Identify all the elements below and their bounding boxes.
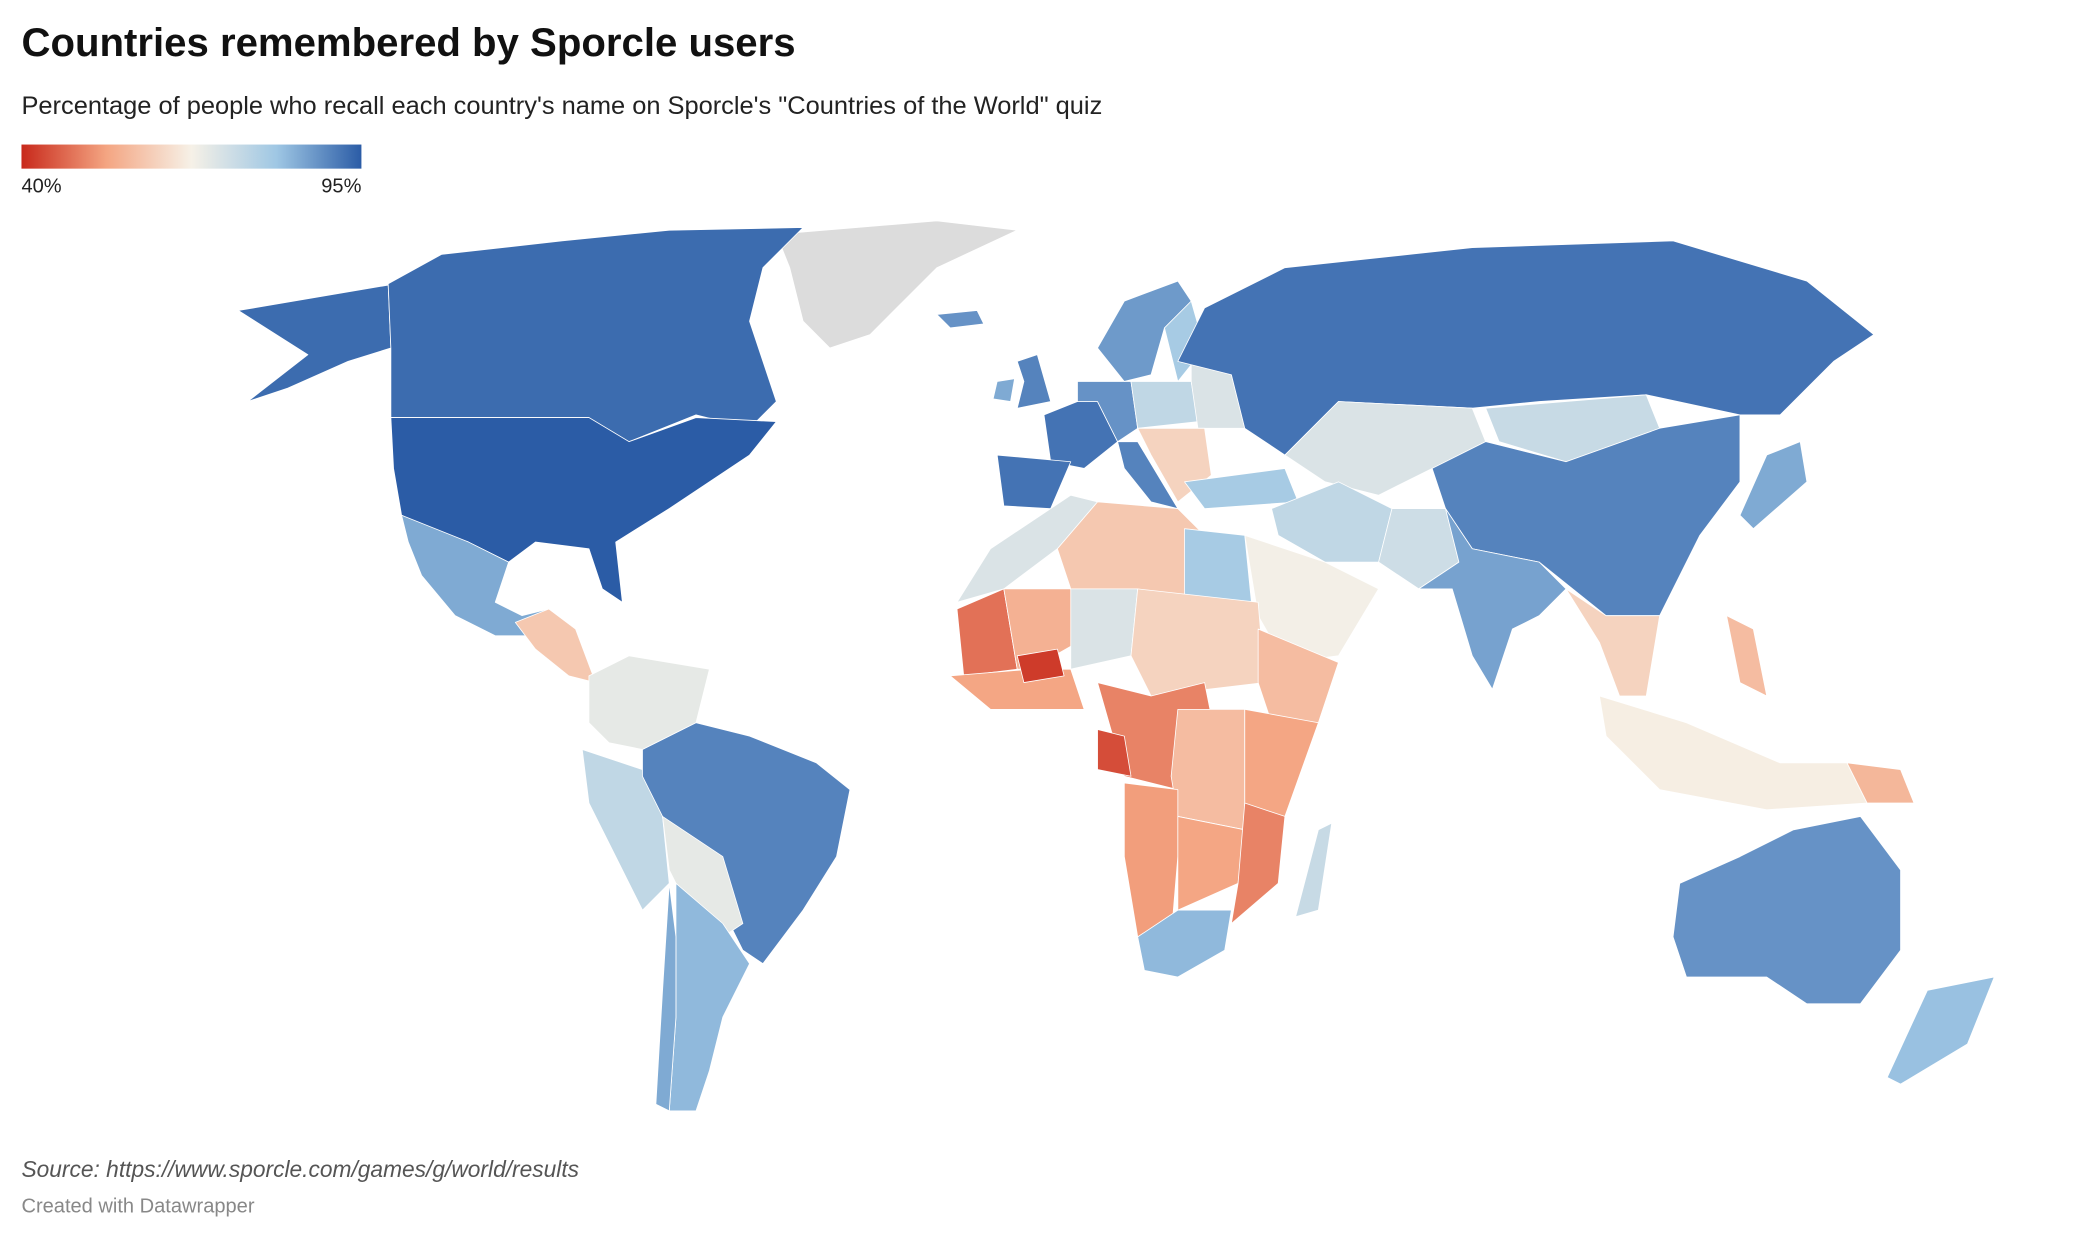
country: [237, 284, 392, 402]
country: [1170, 708, 1246, 831]
country: [1130, 381, 1199, 429]
legend-bar: [21, 144, 362, 169]
country: [992, 378, 1015, 402]
country: [996, 454, 1072, 509]
country: [1739, 441, 1808, 530]
country: [1886, 976, 1995, 1085]
subtitle: Percentage of people who recall each cou…: [21, 92, 1102, 120]
country: [1137, 909, 1232, 978]
country: [1726, 615, 1768, 697]
country: [1599, 695, 1868, 811]
country: [1184, 528, 1252, 603]
country: [1070, 588, 1139, 670]
country: [1177, 240, 1875, 456]
country: [1016, 354, 1052, 409]
country: [1097, 729, 1132, 777]
country: [1177, 816, 1246, 911]
legend-max-label: 95%: [321, 176, 361, 198]
country: [1230, 802, 1286, 924]
country: [949, 668, 1085, 710]
country: [1016, 648, 1065, 683]
country: [1846, 762, 1915, 804]
country: [1418, 508, 1567, 690]
country: [1117, 441, 1179, 509]
country: [1130, 588, 1266, 697]
country: [1672, 816, 1901, 1005]
country: [514, 608, 597, 683]
title: Countries remembered by Sporcle users: [21, 20, 795, 65]
country: [1295, 822, 1333, 918]
country: [387, 227, 804, 443]
source: Source: https://www.sporcle.com/games/g/…: [21, 1156, 579, 1182]
credit: Created with Datawrapper: [21, 1196, 254, 1218]
country: [1123, 782, 1179, 938]
legend-min-label: 40%: [21, 176, 61, 198]
no-data-region: [775, 220, 1018, 349]
country: [1244, 708, 1319, 817]
country: [655, 882, 677, 1112]
country: [1565, 588, 1661, 697]
countries: [237, 220, 1995, 1112]
country: [936, 310, 985, 329]
